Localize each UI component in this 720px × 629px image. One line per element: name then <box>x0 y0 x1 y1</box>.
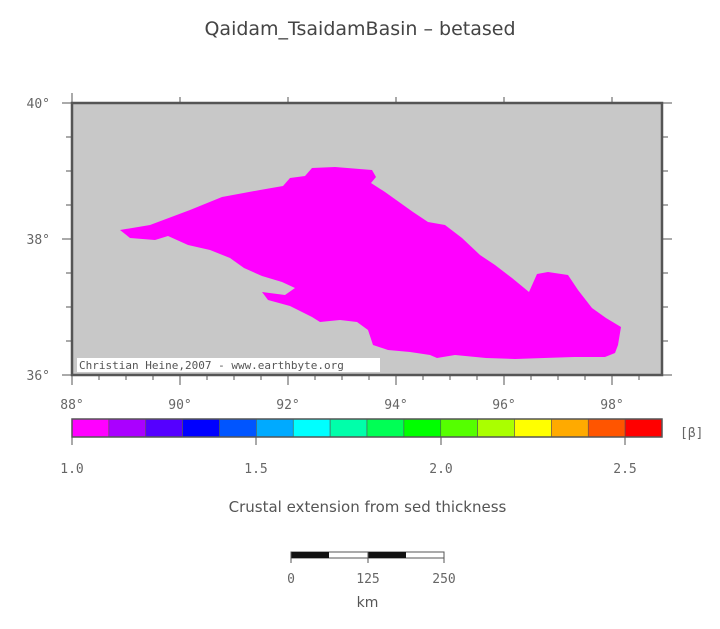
colorbar <box>71 418 663 438</box>
colorbar-swatch <box>256 418 294 438</box>
colorbar-swatch <box>403 418 442 438</box>
lat-label-38: 38° <box>27 233 50 248</box>
colorbar-caption: Crustal extension from sed thickness <box>228 498 507 516</box>
colorbar-frame <box>71 418 663 438</box>
colorbar-swatch <box>219 418 257 438</box>
lon-label-98: 98° <box>600 398 623 413</box>
lon-label-96: 96° <box>492 398 515 413</box>
colorbar-swatch <box>514 418 552 438</box>
colorbar-swatch <box>292 418 331 438</box>
scale-label-250: 250 <box>432 572 455 587</box>
lon-ticks <box>71 93 640 385</box>
credit-box <box>77 358 380 372</box>
scale-label-0: 0 <box>287 572 295 587</box>
colorbar-label-1: 1.0 <box>60 462 83 477</box>
colorbar-label-1-5: 1.5 <box>244 462 267 477</box>
scale-unit: km <box>356 595 379 611</box>
scale-label-125: 125 <box>356 572 379 587</box>
scale-bar <box>290 551 445 563</box>
colorbar-swatch <box>587 418 626 438</box>
lon-label-94: 94° <box>384 398 407 413</box>
lon-label-92: 92° <box>276 398 299 413</box>
colorbar-swatch <box>182 418 220 438</box>
colorbar-swatch <box>145 418 183 438</box>
colorbar-swatch <box>329 418 368 438</box>
colorbar-swatch <box>551 418 589 438</box>
lat-ticks <box>62 102 672 376</box>
colorbar-swatch <box>477 418 515 438</box>
map-title: Qaidam_TsaidamBasin – betased <box>204 18 516 40</box>
colorbar-swatch <box>440 418 478 438</box>
lat-label-36: 36° <box>27 369 50 384</box>
credit-text: Christian Heine,2007 - www.earthbyte.org <box>79 359 344 372</box>
colorbar-swatch <box>624 418 663 438</box>
basin-polygon <box>120 167 621 359</box>
colorbar-label-2: 2.0 <box>429 462 452 477</box>
colorbar-label-2-5: 2.5 <box>613 462 636 477</box>
lat-label-40: 40° <box>27 97 50 112</box>
lon-label-90: 90° <box>168 398 191 413</box>
colorbar-swatch <box>71 418 110 438</box>
colorbar-ticks <box>71 437 626 445</box>
colorbar-unit: [β] <box>680 426 703 441</box>
lon-label-88: 88° <box>60 398 83 413</box>
colorbar-swatch <box>366 418 405 438</box>
colorbar-swatch <box>108 418 147 438</box>
